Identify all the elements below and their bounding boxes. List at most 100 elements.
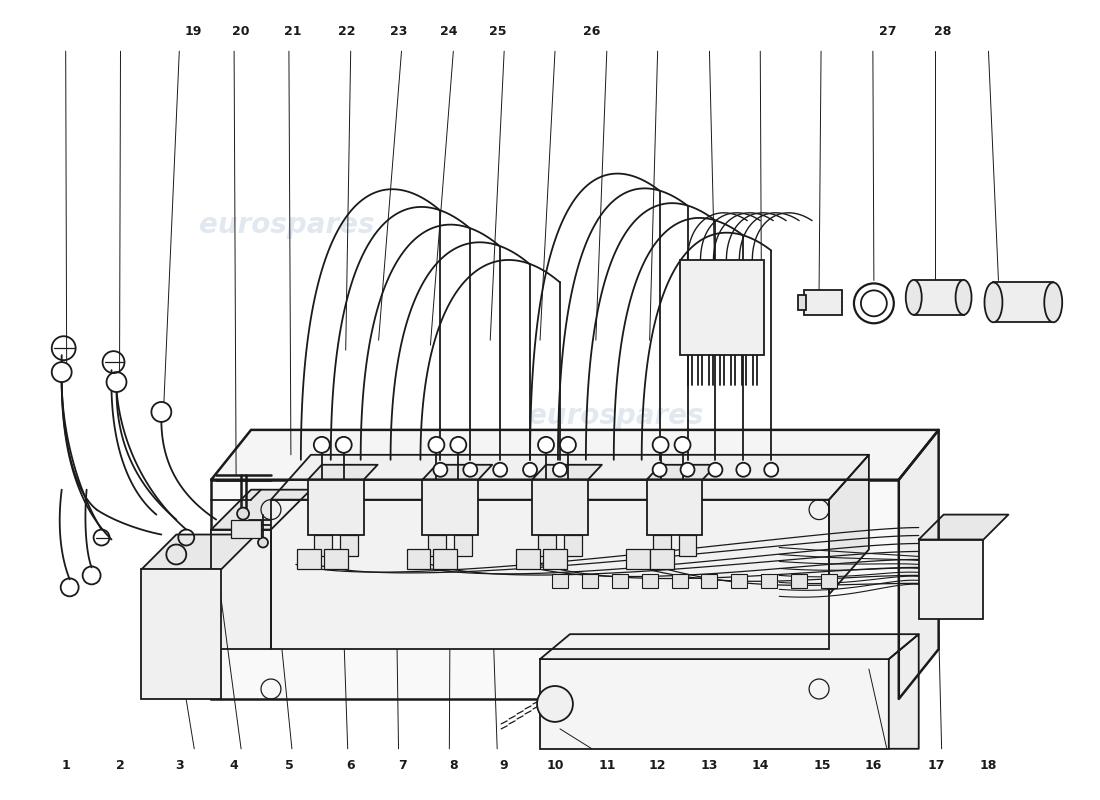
FancyBboxPatch shape (150, 675, 169, 685)
Text: 13: 13 (701, 758, 717, 772)
FancyBboxPatch shape (150, 611, 169, 622)
FancyBboxPatch shape (732, 574, 747, 588)
FancyBboxPatch shape (142, 570, 221, 699)
FancyBboxPatch shape (799, 295, 806, 310)
Circle shape (107, 372, 126, 392)
FancyBboxPatch shape (433, 550, 458, 570)
Text: 15: 15 (813, 758, 830, 772)
Text: 27: 27 (879, 25, 896, 38)
Text: eurospares: eurospares (528, 402, 704, 430)
Polygon shape (422, 465, 492, 480)
Circle shape (736, 462, 750, 477)
FancyBboxPatch shape (540, 659, 889, 749)
Polygon shape (211, 430, 938, 480)
FancyBboxPatch shape (150, 595, 169, 606)
FancyBboxPatch shape (532, 480, 587, 534)
FancyBboxPatch shape (564, 534, 582, 557)
Circle shape (152, 402, 172, 422)
Text: 10: 10 (547, 758, 564, 772)
FancyBboxPatch shape (680, 261, 764, 355)
Circle shape (493, 462, 507, 477)
FancyBboxPatch shape (804, 290, 842, 315)
Circle shape (674, 437, 691, 453)
FancyBboxPatch shape (612, 574, 628, 588)
Text: 28: 28 (934, 25, 952, 38)
Ellipse shape (956, 280, 971, 314)
Circle shape (560, 437, 576, 453)
Ellipse shape (1044, 282, 1063, 322)
Text: 18: 18 (980, 758, 998, 772)
FancyBboxPatch shape (914, 281, 964, 315)
Polygon shape (829, 455, 869, 594)
FancyBboxPatch shape (454, 534, 472, 557)
Text: 3: 3 (175, 758, 184, 772)
FancyBboxPatch shape (271, 500, 829, 649)
Polygon shape (647, 465, 716, 480)
FancyBboxPatch shape (652, 534, 671, 557)
Text: 2: 2 (116, 758, 124, 772)
Circle shape (652, 437, 669, 453)
FancyBboxPatch shape (211, 480, 899, 699)
Text: 21: 21 (284, 25, 301, 38)
Polygon shape (271, 455, 869, 500)
FancyBboxPatch shape (791, 574, 807, 588)
FancyBboxPatch shape (626, 550, 650, 570)
FancyBboxPatch shape (176, 643, 196, 653)
Text: eurospares: eurospares (199, 210, 375, 238)
FancyBboxPatch shape (340, 534, 358, 557)
Polygon shape (211, 530, 271, 649)
Text: 14: 14 (751, 758, 769, 772)
Circle shape (537, 686, 573, 722)
FancyBboxPatch shape (582, 574, 597, 588)
FancyBboxPatch shape (993, 282, 1053, 322)
Text: 17: 17 (927, 758, 945, 772)
FancyBboxPatch shape (407, 550, 430, 570)
Circle shape (258, 538, 268, 547)
Circle shape (536, 506, 544, 514)
FancyBboxPatch shape (176, 627, 196, 637)
Text: 22: 22 (339, 25, 356, 38)
FancyBboxPatch shape (176, 659, 196, 669)
Circle shape (524, 462, 537, 477)
Circle shape (450, 437, 466, 453)
FancyBboxPatch shape (543, 550, 566, 570)
FancyBboxPatch shape (538, 534, 556, 557)
Text: 9: 9 (499, 758, 508, 772)
FancyBboxPatch shape (150, 643, 169, 653)
Ellipse shape (905, 280, 922, 314)
Text: 23: 23 (390, 25, 407, 38)
Text: eurospares: eurospares (199, 586, 375, 614)
Polygon shape (889, 634, 918, 749)
FancyBboxPatch shape (150, 579, 169, 590)
FancyBboxPatch shape (231, 519, 261, 538)
Circle shape (52, 362, 72, 382)
Text: 25: 25 (488, 25, 506, 38)
FancyBboxPatch shape (428, 534, 447, 557)
FancyBboxPatch shape (308, 480, 364, 534)
Text: 12: 12 (649, 758, 667, 772)
Text: 16: 16 (865, 758, 882, 772)
Text: 5: 5 (285, 758, 294, 772)
Text: 4: 4 (230, 758, 239, 772)
Text: 19: 19 (185, 25, 202, 38)
Text: 24: 24 (440, 25, 458, 38)
FancyBboxPatch shape (176, 611, 196, 622)
Text: 8: 8 (449, 758, 458, 772)
FancyBboxPatch shape (176, 675, 196, 685)
Text: 20: 20 (232, 25, 250, 38)
FancyBboxPatch shape (297, 550, 321, 570)
FancyBboxPatch shape (176, 595, 196, 606)
Circle shape (433, 462, 448, 477)
Circle shape (854, 283, 894, 323)
Circle shape (652, 462, 667, 477)
Ellipse shape (984, 282, 1002, 322)
Text: 7: 7 (397, 758, 406, 772)
FancyBboxPatch shape (314, 534, 332, 557)
Circle shape (553, 462, 566, 477)
Circle shape (166, 545, 186, 565)
FancyBboxPatch shape (516, 550, 540, 570)
Text: 26: 26 (583, 25, 601, 38)
Circle shape (681, 462, 694, 477)
Polygon shape (918, 514, 1009, 539)
FancyBboxPatch shape (323, 550, 348, 570)
